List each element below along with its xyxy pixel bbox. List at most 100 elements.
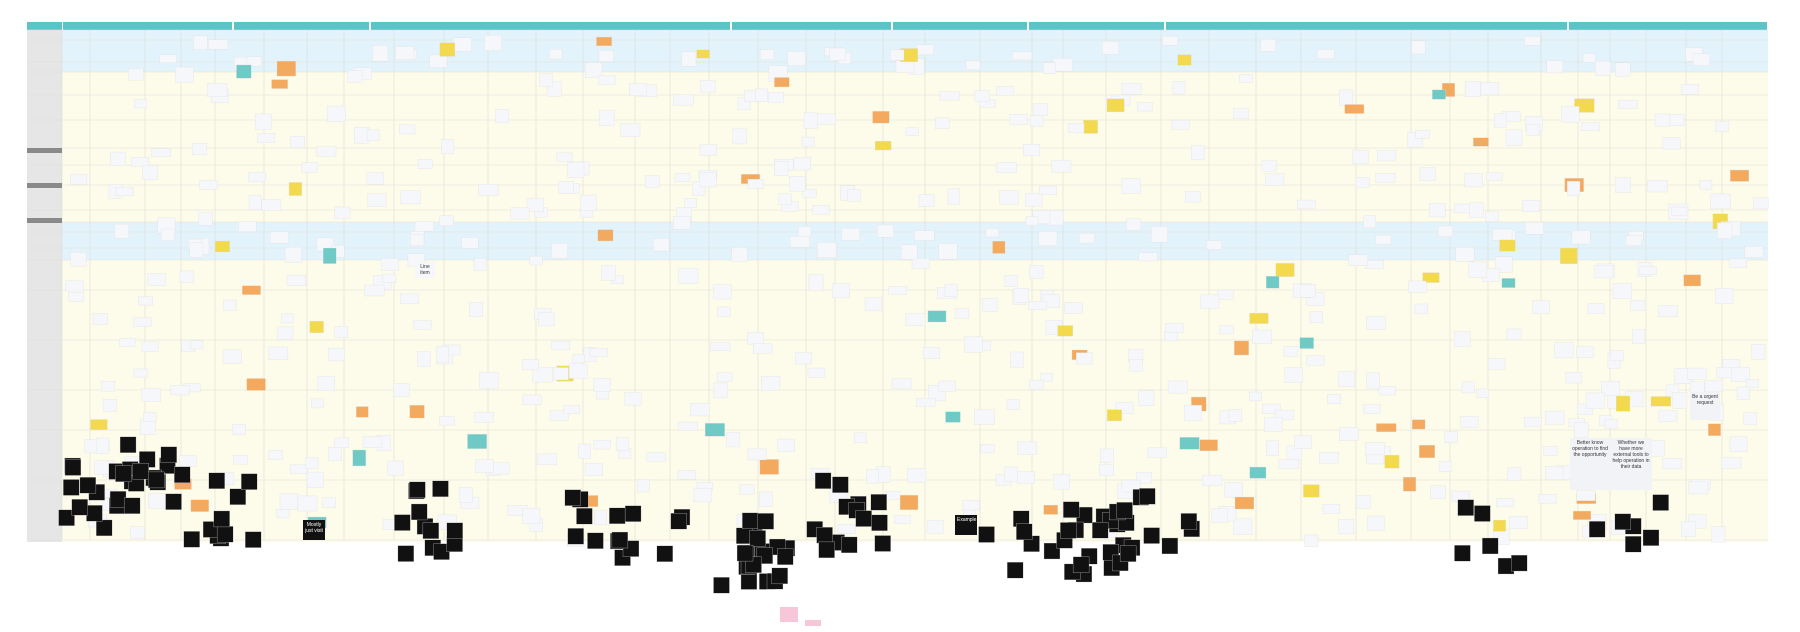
sticky-note <box>905 127 919 136</box>
sticky-note <box>179 270 195 283</box>
sticky-note <box>1487 358 1506 370</box>
sticky-note <box>853 432 867 443</box>
sticky-note <box>58 509 75 526</box>
sticky-note <box>1202 474 1223 486</box>
sticky-note <box>646 452 666 462</box>
sticky-note <box>526 197 544 212</box>
sticky-note <box>1079 233 1095 244</box>
sticky-note <box>1363 215 1376 229</box>
sticky-note <box>1121 479 1141 493</box>
sticky-note <box>393 383 410 397</box>
sticky-note <box>473 258 487 272</box>
sticky-note <box>891 378 912 389</box>
sticky-note <box>795 352 812 365</box>
sticky-note <box>128 68 144 81</box>
sticky-note <box>696 49 710 59</box>
sticky-note <box>1543 446 1558 456</box>
sticky-note <box>1432 89 1446 100</box>
sticky-note <box>189 340 204 350</box>
sticky-note <box>327 348 345 362</box>
sticky-note <box>673 216 691 230</box>
sticky-note <box>1384 455 1400 469</box>
sticky-note <box>429 54 448 68</box>
sticky-note <box>757 513 774 530</box>
sticky-note <box>110 151 126 166</box>
sticky-note <box>812 205 830 215</box>
sticky-note <box>1147 447 1167 458</box>
sticky-note <box>151 148 172 158</box>
sticky-note <box>222 349 242 364</box>
sticky-note <box>1228 409 1243 422</box>
sticky-note <box>1464 81 1481 98</box>
sticky-note <box>934 117 950 129</box>
sticky-note <box>1006 399 1020 410</box>
sticky-note <box>567 162 585 178</box>
sticky-note <box>95 519 113 537</box>
sticky-note <box>1588 521 1606 538</box>
sticky-note <box>982 298 998 312</box>
sticky-note <box>609 507 626 525</box>
sticky-note <box>580 194 597 211</box>
sticky-note <box>598 50 614 62</box>
sticky-note <box>1681 521 1696 537</box>
sticky-note <box>1715 288 1734 305</box>
sticky-note <box>1294 435 1312 449</box>
sticky-note <box>1505 129 1523 146</box>
sticky-note <box>1438 460 1452 472</box>
sticky-note <box>284 246 302 263</box>
sticky-note <box>1107 409 1122 422</box>
sticky-note <box>944 283 958 297</box>
sticky-note <box>759 49 775 60</box>
sticky-note <box>446 522 463 539</box>
sticky-note <box>1299 284 1316 298</box>
sticky-note <box>1179 437 1200 450</box>
sticky-note <box>1658 305 1678 318</box>
sticky-note <box>495 109 509 124</box>
note-box: Be a urgent request <box>1692 394 1718 406</box>
sticky-note <box>1177 54 1192 66</box>
sticky-note <box>147 273 166 286</box>
sticky-note <box>611 531 629 549</box>
sticky-note <box>1594 265 1614 279</box>
note-text: Line item <box>420 264 430 276</box>
sticky-note <box>141 341 159 352</box>
sticky-note <box>1275 263 1295 277</box>
sticky-note <box>585 62 603 78</box>
sticky-note <box>317 376 335 391</box>
sticky-note <box>1376 150 1397 162</box>
sticky-note <box>1265 173 1285 186</box>
sticky-note <box>1327 394 1342 405</box>
sticky-note <box>1339 89 1353 106</box>
sticky-note <box>677 470 697 480</box>
sticky-note <box>670 512 687 530</box>
sticky-note <box>90 419 108 430</box>
sticky-note <box>1076 352 1093 365</box>
sticky-note <box>328 447 342 461</box>
sticky-note <box>1616 395 1631 412</box>
sticky-note <box>478 372 499 389</box>
sticky-note <box>1116 502 1133 519</box>
sticky-note <box>248 172 266 183</box>
sticky-note <box>1366 454 1385 465</box>
sticky-note <box>1053 474 1070 490</box>
sticky-note <box>593 439 611 450</box>
sticky-note <box>731 247 748 262</box>
sticky-note <box>832 476 849 493</box>
sticky-note <box>1234 340 1249 356</box>
note-box: Whether we have more external tools to h… <box>1613 440 1650 470</box>
sticky-note <box>1029 379 1044 390</box>
sticky-note <box>1352 149 1369 164</box>
sticky-note <box>947 188 960 205</box>
sticky-note <box>1099 464 1114 476</box>
sticky-note <box>381 258 399 271</box>
sticky-note <box>1191 145 1205 160</box>
sticky-note <box>1532 300 1550 314</box>
phase-header <box>732 22 891 30</box>
sticky-note <box>870 494 887 511</box>
sticky-note <box>138 296 153 306</box>
sticky-note <box>1507 467 1522 481</box>
sticky-note <box>1106 98 1125 112</box>
sticky-note <box>1412 419 1426 430</box>
sticky-note <box>1072 556 1090 573</box>
